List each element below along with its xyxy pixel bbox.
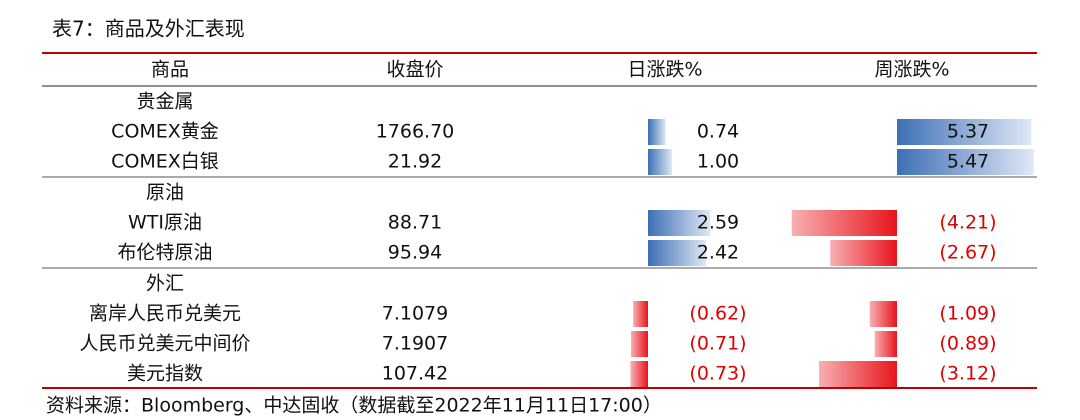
- day-bar: [648, 119, 666, 145]
- week-bar: [869, 301, 897, 327]
- week-bar: [830, 240, 897, 266]
- week-bar: [791, 210, 897, 236]
- week-bar: [819, 361, 897, 387]
- close-cell: 88.71: [388, 212, 442, 234]
- day-bar: [630, 331, 648, 357]
- header-cell: 商品: [151, 59, 189, 81]
- week-bar: [897, 149, 1034, 175]
- close-cell: 7.1079: [382, 303, 448, 325]
- close-cell: 1766.70: [376, 121, 455, 143]
- day-value: (0.62): [689, 303, 746, 325]
- day-bar: [648, 149, 672, 175]
- header-cell: 日涨跌%: [627, 59, 702, 81]
- close-cell: 107.42: [382, 363, 448, 385]
- row-name: WTI原油: [128, 212, 202, 234]
- header-cell: 周涨跌%: [874, 59, 949, 81]
- day-value: 2.59: [697, 212, 739, 234]
- row-name: COMEX白银: [111, 151, 219, 173]
- day-value: (0.71): [689, 333, 746, 355]
- week-value: (3.12): [939, 363, 996, 385]
- week-value: (2.67): [939, 242, 996, 264]
- day-value: (0.73): [689, 363, 746, 385]
- week-value: 5.47: [947, 151, 989, 173]
- week-value: (4.21): [939, 212, 996, 234]
- row-name: 人民币兑美元中间价: [79, 333, 250, 355]
- week-value: (1.09): [939, 303, 996, 325]
- row-name: 美元指数: [127, 363, 203, 385]
- week-value: 5.37: [947, 121, 989, 143]
- row-name: 离岸人民币兑美元: [89, 303, 241, 325]
- source-note: 资料来源：Bloomberg、中达固收（数据截至2022年11月11日17:00…: [46, 395, 662, 417]
- day-value: 0.74: [697, 121, 739, 143]
- day-bar: [648, 240, 707, 266]
- day-bar: [633, 301, 648, 327]
- week-value: (0.89): [939, 333, 996, 355]
- row-name: 布伦特原油: [117, 242, 212, 264]
- close-cell: 21.92: [388, 151, 442, 173]
- header-cell: 收盘价: [386, 59, 443, 81]
- day-bar: [648, 210, 711, 236]
- section-label: 贵金属: [136, 91, 193, 113]
- day-bar: [630, 361, 648, 387]
- close-cell: 95.94: [388, 242, 442, 264]
- day-value: 2.42: [697, 242, 739, 264]
- close-cell: 7.1907: [382, 333, 448, 355]
- section-label: 外汇: [146, 273, 184, 295]
- row-name: COMEX黄金: [111, 121, 219, 143]
- week-bar: [897, 119, 1032, 145]
- table-title: 表7：商品及外汇表现: [52, 17, 245, 41]
- day-value: 1.00: [697, 151, 739, 173]
- week-bar: [874, 331, 897, 357]
- section-label: 原油: [146, 182, 184, 204]
